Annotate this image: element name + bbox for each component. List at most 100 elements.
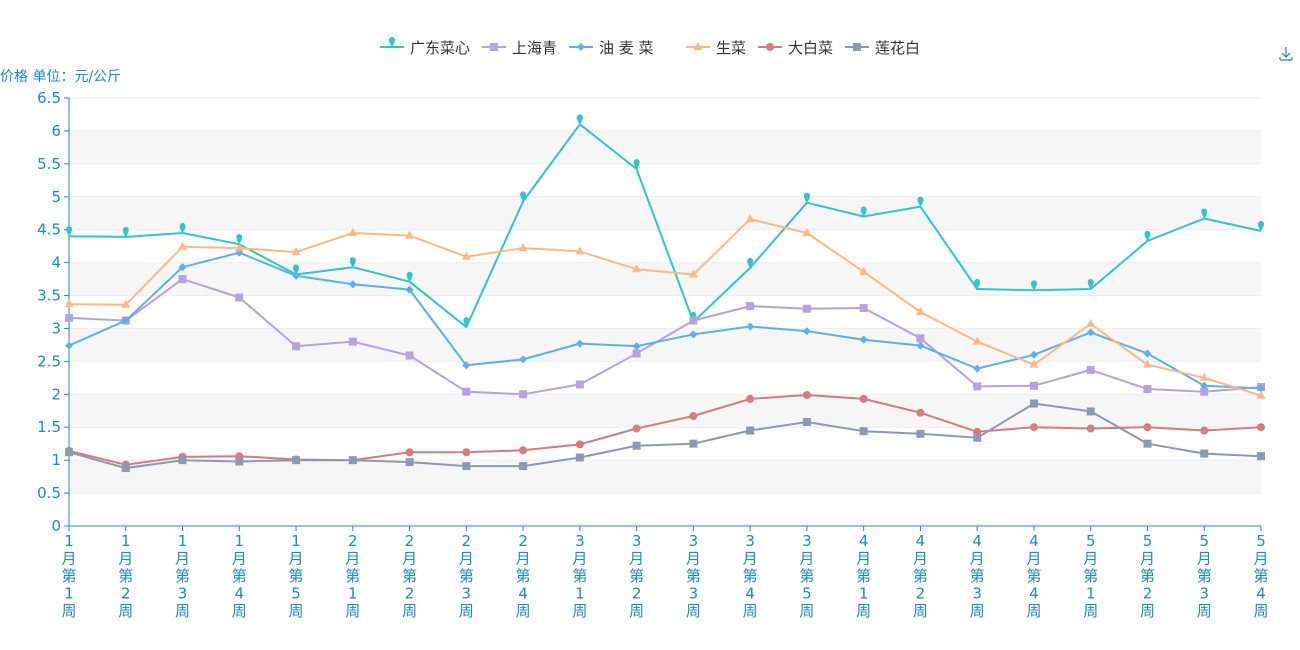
legend-label: 大白菜 [788, 39, 833, 57]
series-5 [65, 399, 1265, 473]
data-point [575, 339, 584, 348]
data-point [462, 462, 471, 471]
y-tick-label: 0.5 [37, 484, 61, 502]
data-point [632, 342, 641, 351]
data-point [65, 313, 73, 322]
legend-item-4[interactable]: 大白菜 [758, 39, 833, 57]
x-tick-label: 5 月第 3 周 [1197, 532, 1212, 620]
data-point [178, 456, 187, 465]
data-point [293, 264, 300, 275]
legend-item-2[interactable]: 油 麦 菜 [569, 39, 654, 57]
data-point [348, 280, 357, 289]
legend-item-5[interactable]: 莲花白 [845, 39, 920, 57]
data-point [802, 227, 812, 236]
data-point [405, 351, 414, 360]
data-point [745, 214, 755, 223]
x-tick-label: 4 月第 1 周 [856, 532, 871, 620]
data-point [178, 275, 187, 284]
data-point [66, 226, 72, 237]
data-point [235, 293, 244, 302]
data-point [973, 382, 982, 391]
data-point [65, 341, 73, 350]
y-tick-label: 1 [51, 451, 61, 469]
y-tick-label: 6 [51, 122, 61, 140]
x-tick-label: 1 月第 3 周 [175, 532, 190, 620]
data-point [64, 299, 74, 308]
data-point [859, 394, 868, 403]
legend-label: 油 麦 菜 [599, 39, 654, 57]
data-point [1200, 387, 1209, 396]
data-point [519, 390, 528, 399]
data-point [746, 302, 755, 311]
y-axis-ticks: 0 0.5 1 1.5 2 2.5 3 3.5 4 4.5 5 5.5 6 6.5 [37, 89, 69, 535]
y-tick-label: 2.5 [37, 352, 61, 370]
y-tick-label: 4.5 [37, 221, 61, 239]
legend-item-3[interactable]: 生菜 [686, 39, 746, 57]
legend-item-0[interactable]: 广东菜心 [380, 37, 470, 57]
legend-marker [766, 43, 774, 51]
data-point [519, 355, 528, 364]
x-tick-label: 1 月第 2 周 [118, 532, 133, 620]
data-point [179, 222, 186, 233]
data-point [916, 429, 925, 438]
data-point [973, 433, 982, 442]
data-point [405, 458, 414, 467]
series-line [68, 394, 1262, 466]
data-point [518, 243, 528, 252]
data-point [803, 192, 810, 203]
data-point [234, 243, 244, 252]
data-point [235, 457, 244, 466]
y-tick-label: 4 [51, 254, 61, 272]
y-tick-label: 0 [51, 517, 61, 535]
data-point [1144, 230, 1151, 241]
x-tick-label: 3 月第 4 周 [743, 532, 758, 620]
x-tick-label: 3 月第 2 周 [629, 532, 644, 620]
data-point [1086, 318, 1096, 327]
series-line [68, 278, 1262, 396]
data-point [916, 408, 925, 417]
x-tick-label: 3 月第 3 周 [686, 532, 701, 620]
plot-background-bands [69, 130, 1261, 494]
data-point [1087, 278, 1094, 289]
download-icon[interactable] [1279, 47, 1293, 61]
data-point [632, 264, 642, 273]
data-point [406, 271, 413, 282]
data-point [802, 327, 811, 336]
data-point [1143, 439, 1152, 448]
data-point [519, 446, 528, 455]
data-point [292, 342, 301, 351]
data-point [1029, 381, 1038, 390]
data-point [575, 246, 585, 255]
data-point [860, 206, 867, 217]
data-point [178, 241, 188, 250]
y-tick-label: 6.5 [37, 89, 61, 107]
x-axis-ticks: 1 月第 1 周 1 月第 2 周 1 月第 3 周 1 月第 4 周 1 月第 5 周 2 月第 1 周 2 月第 2 周 2 月第 3 周… [61, 526, 1269, 620]
data-point [802, 304, 811, 313]
data-point [348, 227, 358, 236]
data-point [746, 426, 755, 435]
x-tick-label: 4 月第 4 周 [1026, 532, 1041, 620]
legend-label: 莲花白 [875, 39, 920, 57]
x-tick-label: 2 月第 4 周 [516, 532, 531, 620]
data-point [1142, 359, 1152, 368]
x-tick-label: 5 月第 4 周 [1253, 532, 1268, 620]
data-point [689, 316, 698, 325]
data-point [1200, 449, 1209, 458]
plot-band [69, 130, 1261, 164]
legend-marker [853, 43, 861, 51]
data-point [520, 191, 527, 202]
x-tick-label: 1 月第 1 周 [61, 532, 76, 620]
legend-marker [490, 43, 498, 51]
data-point [859, 335, 868, 344]
y-axis-label: 价格 单位：元/公斤 [0, 69, 121, 85]
legend-item-1[interactable]: 上海青 [482, 39, 557, 57]
data-point [121, 316, 130, 325]
data-point [178, 263, 187, 272]
data-point [1086, 407, 1095, 416]
data-point [462, 387, 471, 396]
legend[interactable]: 广东菜心 上海青 油 麦 菜 生菜 大白菜 莲花白 [380, 37, 920, 57]
data-point [122, 226, 129, 237]
data-point [689, 330, 698, 339]
data-point [916, 334, 925, 343]
data-point [633, 159, 640, 170]
